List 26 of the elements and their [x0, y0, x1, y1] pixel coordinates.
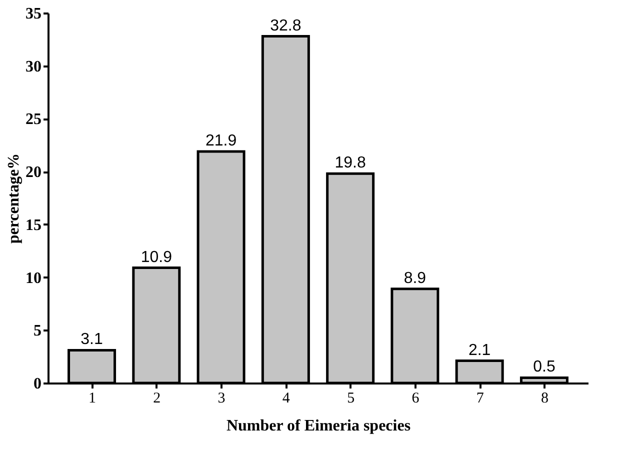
- x-tick-label: 4: [282, 390, 290, 406]
- data-label: 19.8: [334, 154, 366, 172]
- data-label: 2.1: [468, 342, 491, 359]
- data-label: 8.9: [404, 270, 426, 287]
- x-axis-title: Number of Eimeria species: [226, 418, 411, 434]
- y-tick-label: 35: [26, 6, 42, 22]
- x-tick-label: 7: [476, 390, 484, 406]
- x-tick-label: 5: [347, 390, 355, 406]
- y-tick-label: 25: [26, 111, 42, 128]
- data-label: 10.9: [140, 248, 172, 266]
- y-tick-label: 10: [26, 270, 42, 287]
- data-label: 0.5: [533, 358, 556, 376]
- x-tick-label: 6: [412, 390, 420, 406]
- data-label: 3.1: [80, 331, 103, 348]
- x-tick-label: 8: [540, 390, 548, 406]
- y-tick-label: 0: [34, 376, 42, 392]
- data-label: 21.9: [205, 132, 237, 150]
- y-tick-label: 5: [34, 322, 42, 340]
- x-tick-label: 1: [88, 390, 96, 406]
- data-label: 32.8: [270, 17, 302, 34]
- y-tick-label: 15: [26, 216, 42, 234]
- x-tick-label: 3: [218, 390, 226, 406]
- x-tick-label: 2: [153, 390, 161, 406]
- y-tick-label: 20: [26, 164, 42, 182]
- y-axis-title: percentage%: [6, 153, 22, 244]
- y-tick-label: 30: [26, 58, 42, 76]
